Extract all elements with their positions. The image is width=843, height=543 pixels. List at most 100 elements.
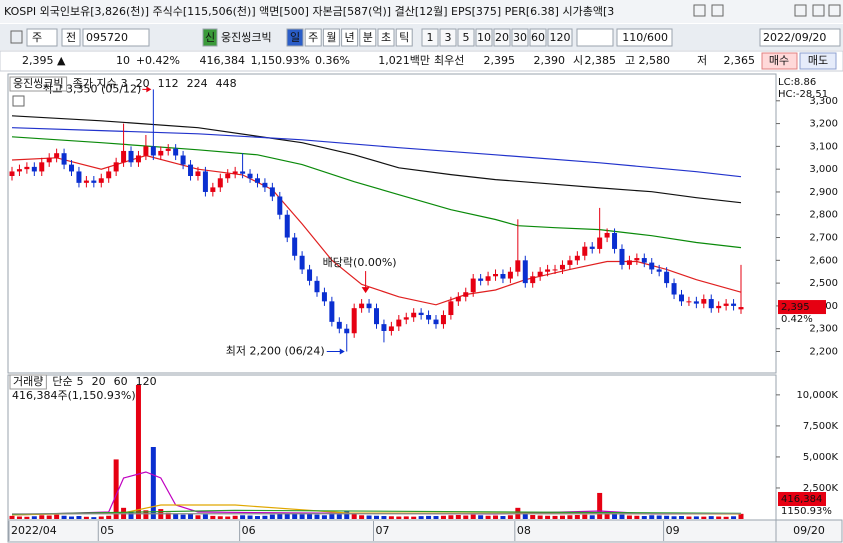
- volume-bar: [202, 514, 208, 519]
- market-type: 주: [32, 31, 42, 44]
- candle-body: [574, 255, 580, 261]
- volume-bar: [708, 516, 714, 519]
- volume-bar: [180, 514, 186, 519]
- date-end-box: [775, 519, 843, 543]
- period-button: 분: [363, 31, 373, 44]
- interval-button: 120: [550, 31, 571, 44]
- volume-bar: [455, 515, 461, 519]
- candle-body: [626, 260, 632, 265]
- y-tick-label: 2,500K: [803, 483, 839, 494]
- candle-body: [165, 148, 171, 151]
- period-button: 월: [326, 31, 336, 44]
- toolbar-box[interactable]: [82, 28, 150, 47]
- calendar-icon[interactable]: [12, 95, 25, 107]
- toolbar-box[interactable]: [202, 28, 218, 47]
- icon[interactable]: [693, 4, 706, 17]
- buy-button[interactable]: [761, 52, 798, 70]
- volume-bar: [314, 514, 320, 519]
- toolbar-box[interactable]: [359, 28, 377, 47]
- volume-bar: [552, 515, 558, 519]
- volume-bar: [292, 513, 298, 519]
- x-end-label: 09/20: [793, 524, 825, 537]
- icon[interactable]: [711, 4, 724, 17]
- toolbar-box[interactable]: [322, 28, 340, 47]
- candle-body: [426, 315, 432, 320]
- volume-bar: [671, 516, 677, 519]
- volume-bar: [366, 515, 372, 519]
- candle-body: [329, 301, 335, 322]
- candle-body: [39, 162, 45, 172]
- candle-body: [128, 150, 134, 163]
- candle-body: [9, 171, 15, 176]
- x-tick-label: 08: [517, 524, 531, 537]
- icon[interactable]: [812, 4, 825, 17]
- icon[interactable]: [828, 4, 841, 17]
- toolbar-box[interactable]: [395, 28, 413, 47]
- candle-body: [277, 196, 283, 215]
- toolbar-box[interactable]: [457, 28, 475, 47]
- candle-body: [217, 178, 223, 188]
- toolbar-box[interactable]: [759, 28, 841, 47]
- toolbar-box[interactable]: [286, 28, 304, 47]
- toolbar-box[interactable]: [421, 28, 439, 47]
- icon[interactable]: [10, 30, 23, 44]
- sell-button[interactable]: [799, 52, 837, 70]
- toolbar-box[interactable]: [547, 28, 573, 47]
- volume-bar: [426, 515, 432, 519]
- bar-count: 110/600: [622, 31, 668, 44]
- candle-body: [247, 173, 253, 179]
- candle-body: [344, 328, 350, 334]
- volume-bar: [91, 517, 97, 519]
- quote-field: 2,365: [724, 54, 756, 67]
- candle-body: [396, 319, 402, 327]
- volume-bar: [440, 515, 446, 519]
- buy-label: 매수: [769, 54, 789, 67]
- toolbar-box[interactable]: [304, 28, 322, 47]
- volume-bar: [262, 515, 268, 519]
- toolbar-box[interactable]: [26, 28, 58, 47]
- candle-body: [731, 303, 737, 306]
- volume-bar: [418, 516, 424, 519]
- volume-bar: [716, 516, 722, 519]
- y-tick-label: 5,000K: [803, 452, 839, 463]
- interval-button: 3: [445, 31, 452, 44]
- volume-bar: [388, 516, 394, 519]
- quote-field: 1,150.93%: [251, 54, 310, 67]
- stock-name: 웅진씽크빅: [221, 31, 272, 44]
- candle-body: [106, 171, 112, 179]
- y-tick-label: 3,100: [809, 141, 838, 152]
- volume-bar: [54, 514, 60, 519]
- candle-body: [567, 260, 573, 265]
- toolbar-box[interactable]: [377, 28, 395, 47]
- toolbar-box[interactable]: [475, 28, 493, 47]
- candle-body: [210, 187, 216, 192]
- toolbar-box[interactable]: [616, 28, 673, 47]
- icon[interactable]: [794, 4, 807, 17]
- volume-bar: [24, 516, 30, 519]
- candle-body: [359, 303, 365, 309]
- toolbar-box[interactable]: [61, 28, 81, 47]
- last-change: 1150.93%: [781, 506, 832, 517]
- toolbar-box[interactable]: [576, 28, 614, 47]
- candle-body: [656, 269, 662, 272]
- legend-label: 종가 지수: [73, 77, 117, 90]
- candle-body: [701, 299, 707, 304]
- volume-bar: [738, 513, 744, 519]
- info-bar: [0, 0, 843, 23]
- period-button: 초: [381, 31, 391, 44]
- toolbar-box[interactable]: [439, 28, 457, 47]
- toolbar-box[interactable]: [341, 28, 359, 47]
- candle-body: [150, 146, 156, 156]
- volume-bar: [574, 515, 580, 519]
- toolbar-box[interactable]: [493, 28, 511, 47]
- candle-body: [143, 146, 149, 156]
- candle-body: [195, 171, 201, 176]
- quote-field: 0.36%: [315, 54, 350, 67]
- volume-bar: [478, 515, 484, 519]
- toolbar-box[interactable]: [529, 28, 547, 47]
- candle-body: [582, 246, 588, 256]
- toolbar-box[interactable]: [511, 28, 529, 47]
- y-tick-label: 2,600: [809, 255, 838, 266]
- candle-body: [433, 319, 439, 325]
- volume-bar: [612, 514, 618, 519]
